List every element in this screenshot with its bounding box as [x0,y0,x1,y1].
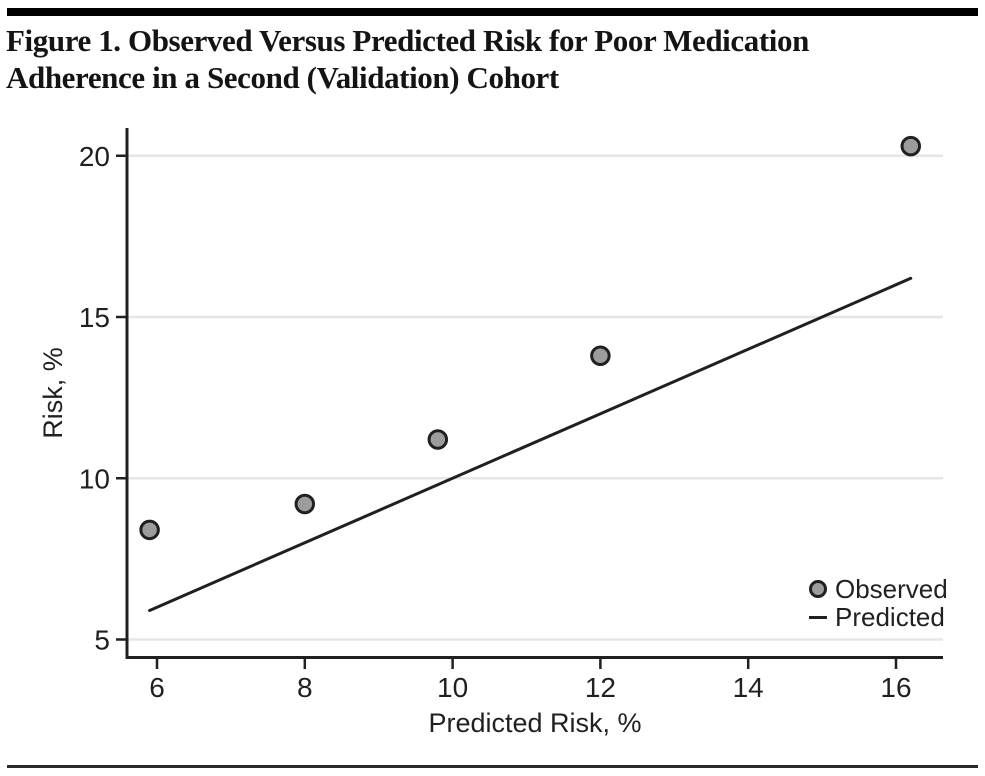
data-point [427,429,449,450]
data-point [590,345,611,366]
x-axis-title: Predicted Risk, % [428,708,641,738]
figure-title: Figure 1. Observed Versus Predicted Risk… [6,22,981,96]
y-tick-labels: 5 10 15 20 [79,141,110,656]
tick-marks [116,154,898,669]
y-tick-label: 15 [79,302,110,333]
legend-label-observed: Observed [835,573,948,604]
predicted-line [148,276,913,612]
data-point [900,135,922,157]
figure-title-line1: Figure 1. Observed Versus Predicted Risk… [6,23,809,58]
legend: Observed Predicted [804,573,948,632]
y-tick-label: 20 [79,141,110,172]
x-tick-label: 14 [733,672,764,703]
legend-label-predicted: Predicted [835,601,945,632]
bottom-rule [7,765,978,768]
x-tick-label: 12 [585,672,616,703]
x-tick-label: 8 [297,672,313,703]
x-tick-label: 10 [437,672,468,703]
y-axis-title: Risk, % [38,347,68,439]
legend-item-predicted: Predicted [804,601,948,632]
data-point [139,519,160,541]
top-rule [7,8,978,16]
y-tick-label: 5 [94,625,110,656]
x-tick-labels: 6 8 10 12 14 16 [149,672,911,703]
data-point [294,493,316,515]
predicted-marker-icon [809,615,827,619]
legend-item-observed: Observed [804,573,948,604]
x-tick-label: 16 [880,672,911,703]
gridlines [127,154,943,641]
observed-marker-icon [809,580,827,598]
figure-title-line2: Adherence in a Second (Validation) Cohor… [6,60,559,95]
x-tick-label: 6 [149,672,165,703]
y-tick-label: 10 [79,463,110,494]
observed-points [139,135,922,541]
